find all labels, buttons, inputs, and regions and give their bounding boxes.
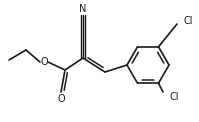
- Text: Cl: Cl: [184, 16, 193, 26]
- Text: O: O: [40, 57, 48, 67]
- Text: N: N: [79, 4, 87, 14]
- Text: Cl: Cl: [169, 92, 179, 102]
- Text: O: O: [57, 94, 65, 104]
